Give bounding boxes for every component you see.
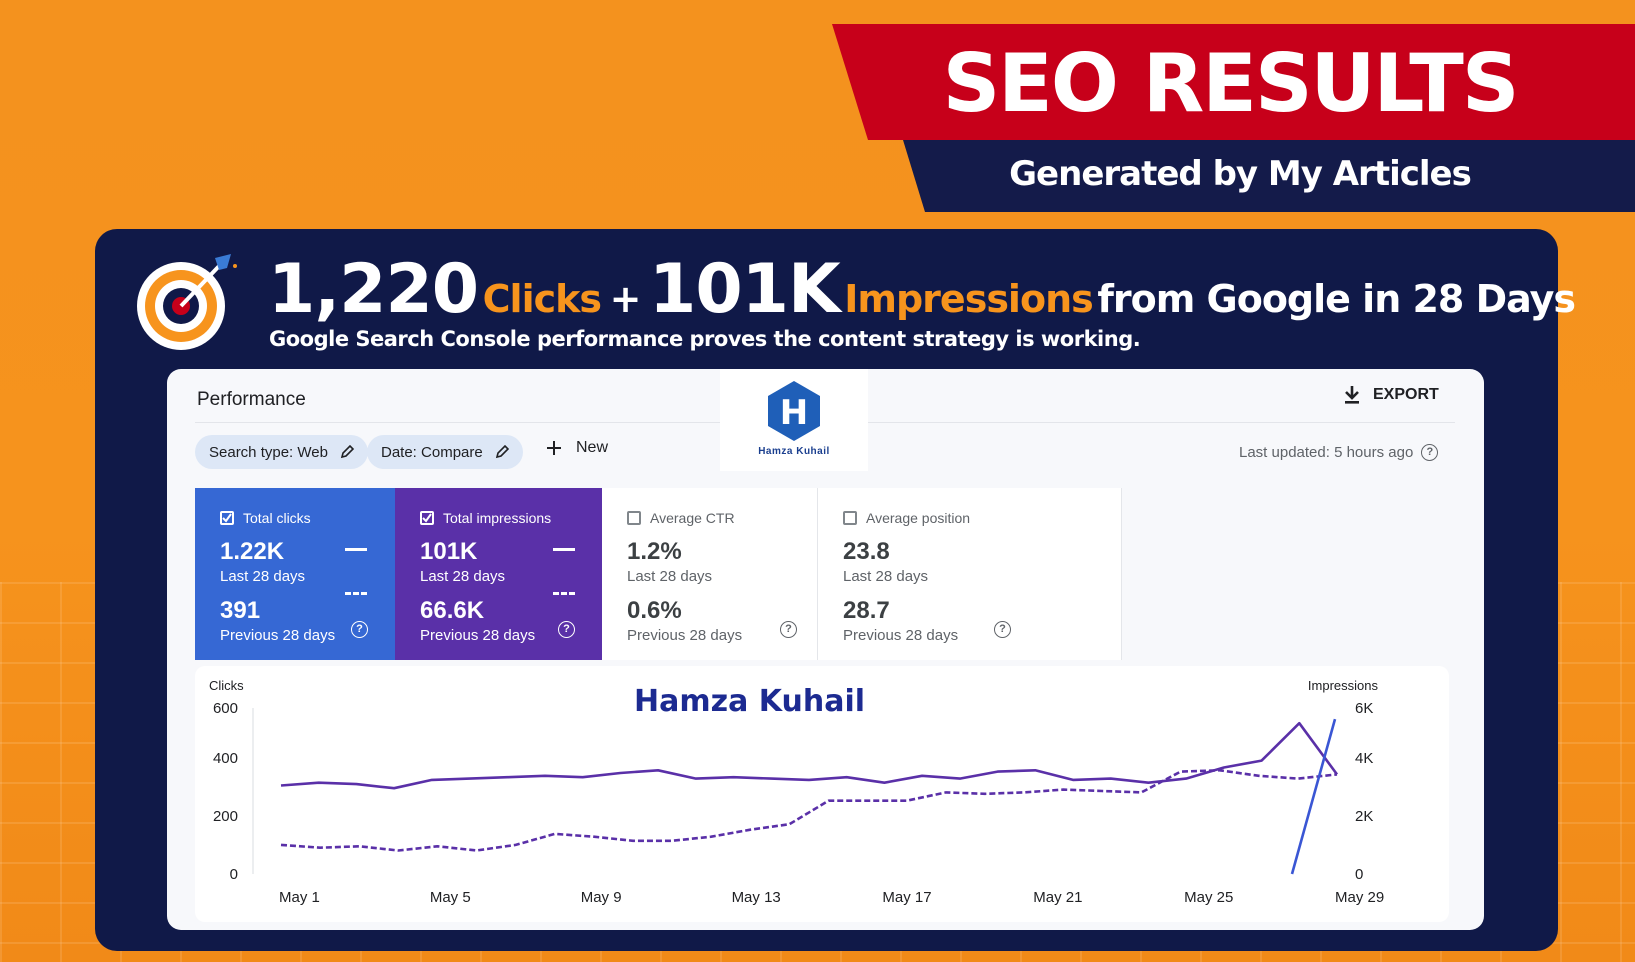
brand-logo: H Hamza Kuhail xyxy=(720,369,868,471)
right-tick-label: 6K xyxy=(1355,700,1373,717)
left-tick-label: 600 xyxy=(213,700,238,717)
metric-previous-period: Previous 28 days xyxy=(420,627,536,644)
export-button[interactable]: EXPORT xyxy=(1343,385,1439,405)
x-tick-label: May 5 xyxy=(430,889,471,906)
right-tick-label: 4K xyxy=(1355,750,1373,767)
x-tick-label: May 29 xyxy=(1335,889,1384,906)
metric-current-value: 1.22K xyxy=(220,538,285,565)
right-tick-label: 0 xyxy=(1355,866,1363,883)
solid-line-legend xyxy=(345,548,367,551)
metric-label: Total clicks xyxy=(243,510,311,526)
metric-current-period: Last 28 days xyxy=(220,568,306,585)
x-tick-label: May 21 xyxy=(1033,889,1082,906)
metric-label: Average position xyxy=(866,510,971,526)
metric-previous-value: 391 xyxy=(220,597,261,624)
new-filter-label: New xyxy=(576,439,609,456)
metric-previous-value: 66.6K xyxy=(420,597,485,624)
metric-label: Total impressions xyxy=(443,510,552,526)
x-tick-label: May 9 xyxy=(581,889,622,906)
headline-plus: + xyxy=(609,277,642,321)
checkbox-checked-icon[interactable] xyxy=(220,511,234,525)
metric-previous-period: Previous 28 days xyxy=(220,627,336,644)
page-title: Performance xyxy=(197,389,306,410)
banner-title: SEO RESULTS xyxy=(942,37,1520,130)
metric-total-clicks[interactable]: Total clicks 1.22K Last 28 days 391 Prev… xyxy=(195,488,395,660)
series-line-previous xyxy=(280,769,1338,852)
headline-clicks-value: 1,220 xyxy=(268,250,479,329)
series-line-current xyxy=(1290,718,1337,875)
chart-watermark: Hamza Kuhail xyxy=(628,684,872,719)
last-updated: Last updated: 5 hours ago ? xyxy=(1239,444,1439,461)
help-icon[interactable]: ? xyxy=(780,621,797,638)
headline-suffix: from Google in 28 Days xyxy=(1097,277,1576,321)
x-tick-label: May 17 xyxy=(882,889,931,906)
metric-current-period: Last 28 days xyxy=(627,568,713,585)
headline: 1,220 Clicks + 101K Impressions from Goo… xyxy=(268,250,1576,330)
chart-canvas: Clicks Impressions 0 200 400 600 0 2K 4K 6K May 1 M… xyxy=(209,678,1384,906)
edit-icon xyxy=(495,445,509,459)
metric-current-value: 23.8 xyxy=(843,538,890,565)
metric-average-ctr[interactable]: Average CTR 1.2% Last 28 days 0.6% Previ… xyxy=(602,488,818,660)
headline-impressions-label: Impressions xyxy=(844,277,1093,321)
metric-current-period: Last 28 days xyxy=(420,568,506,585)
metric-current-value: 101K xyxy=(420,538,478,565)
checkbox-checked-icon[interactable] xyxy=(420,511,434,525)
series-line-current xyxy=(280,721,1339,790)
date-label: Date: Compare xyxy=(381,443,483,461)
date-chip[interactable]: Date: Compare xyxy=(367,435,523,469)
headline-clicks-label: Clicks xyxy=(482,277,602,321)
metric-previous-period: Previous 28 days xyxy=(843,627,959,644)
tagline: Google Search Console performance proves… xyxy=(269,327,1141,351)
right-axis-title: Impressions xyxy=(1308,678,1379,693)
x-tick-label: May 13 xyxy=(732,889,781,906)
metric-previous-value: 0.6% xyxy=(627,597,682,624)
dashed-line-legend xyxy=(345,592,367,595)
x-tick-label: May 1 xyxy=(279,889,320,906)
left-tick-label: 400 xyxy=(213,750,238,767)
metric-current-value: 1.2% xyxy=(627,538,682,565)
dashed-line-legend xyxy=(553,592,575,595)
performance-card: Performance H Hamza Kuhail EXPORT Search… xyxy=(167,369,1484,930)
hexagon-logo-icon: H xyxy=(768,381,820,441)
metric-previous-value: 28.7 xyxy=(843,597,890,624)
metric-current-period: Last 28 days xyxy=(843,568,929,585)
left-tick-label: 200 xyxy=(213,808,238,825)
help-icon[interactable]: ? xyxy=(351,621,368,638)
download-icon xyxy=(1345,386,1359,404)
plus-icon xyxy=(547,441,561,455)
metric-average-position[interactable]: Average position 23.8 Last 28 days 28.7 … xyxy=(818,488,1122,660)
metric-previous-period: Previous 28 days xyxy=(627,627,743,644)
help-icon[interactable]: ? xyxy=(558,621,575,638)
export-label: EXPORT xyxy=(1373,386,1439,403)
banner-navy xyxy=(903,140,1635,212)
search-type-label: Search type: Web xyxy=(209,443,328,461)
metric-total-impressions[interactable]: Total impressions 101K Last 28 days 66.6… xyxy=(395,488,602,660)
target-icon xyxy=(137,254,237,350)
edit-icon xyxy=(340,445,354,459)
search-type-chip[interactable]: Search type: Web xyxy=(195,435,368,469)
help-icon[interactable]: ? xyxy=(1421,444,1439,461)
performance-chart: Clicks Impressions 0 200 400 600 0 2K 4K 6K May 1 M… xyxy=(195,666,1449,922)
x-tick-label: May 25 xyxy=(1184,889,1233,906)
last-updated-text: Last updated: 5 hours ago xyxy=(1239,444,1414,461)
new-filter-button[interactable]: New xyxy=(546,439,608,457)
metric-label: Average CTR xyxy=(650,510,735,526)
left-axis-title: Clicks xyxy=(209,678,244,693)
checkbox-unchecked-icon[interactable] xyxy=(843,511,857,525)
left-tick-label: 0 xyxy=(230,866,238,883)
headline-impressions-value: 101K xyxy=(649,250,841,329)
banner-red xyxy=(832,24,1635,140)
logo-letter: H xyxy=(780,393,808,433)
help-icon[interactable]: ? xyxy=(994,621,1011,638)
checkbox-unchecked-icon[interactable] xyxy=(627,511,641,525)
logo-text: Hamza Kuhail xyxy=(758,446,830,457)
solid-line-legend xyxy=(553,548,575,551)
right-tick-label: 2K xyxy=(1355,808,1373,825)
banner-subtitle: Generated by My Articles xyxy=(1009,154,1472,194)
